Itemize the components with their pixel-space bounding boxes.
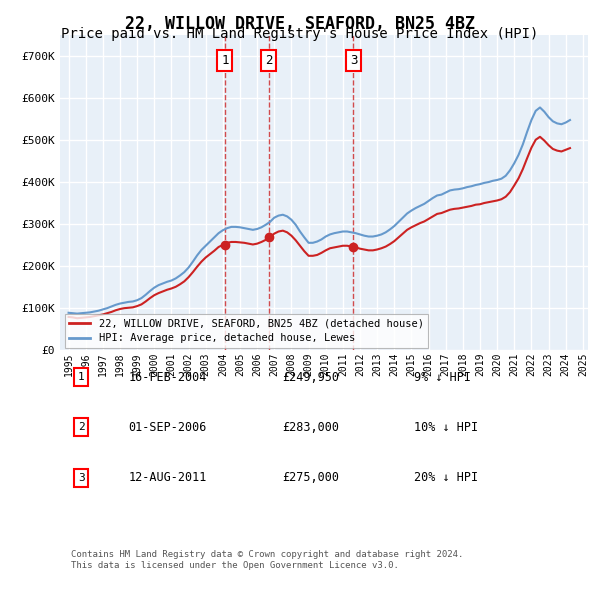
Text: Contains HM Land Registry data © Crown copyright and database right 2024.
This d: Contains HM Land Registry data © Crown c… [71,550,463,569]
Text: 20% ↓ HPI: 20% ↓ HPI [414,471,478,484]
Text: 01-SEP-2006: 01-SEP-2006 [128,421,207,434]
Text: 9% ↓ HPI: 9% ↓ HPI [414,371,471,384]
Text: £249,950: £249,950 [282,371,339,384]
Text: 16-FEB-2004: 16-FEB-2004 [128,371,207,384]
Text: 12-AUG-2011: 12-AUG-2011 [128,471,207,484]
Text: 3: 3 [78,473,85,483]
Legend: 22, WILLOW DRIVE, SEAFORD, BN25 4BZ (detached house), HPI: Average price, detach: 22, WILLOW DRIVE, SEAFORD, BN25 4BZ (det… [65,314,428,348]
Text: 1: 1 [221,54,229,67]
Text: 3: 3 [350,54,357,67]
Text: 2: 2 [78,422,85,432]
Text: 2: 2 [265,54,272,67]
Text: Price paid vs. HM Land Registry's House Price Index (HPI): Price paid vs. HM Land Registry's House … [61,27,539,41]
Text: 10% ↓ HPI: 10% ↓ HPI [414,421,478,434]
Text: 1: 1 [78,372,85,382]
Text: £283,000: £283,000 [282,421,339,434]
Text: £275,000: £275,000 [282,471,339,484]
Text: 22, WILLOW DRIVE, SEAFORD, BN25 4BZ: 22, WILLOW DRIVE, SEAFORD, BN25 4BZ [125,15,475,33]
